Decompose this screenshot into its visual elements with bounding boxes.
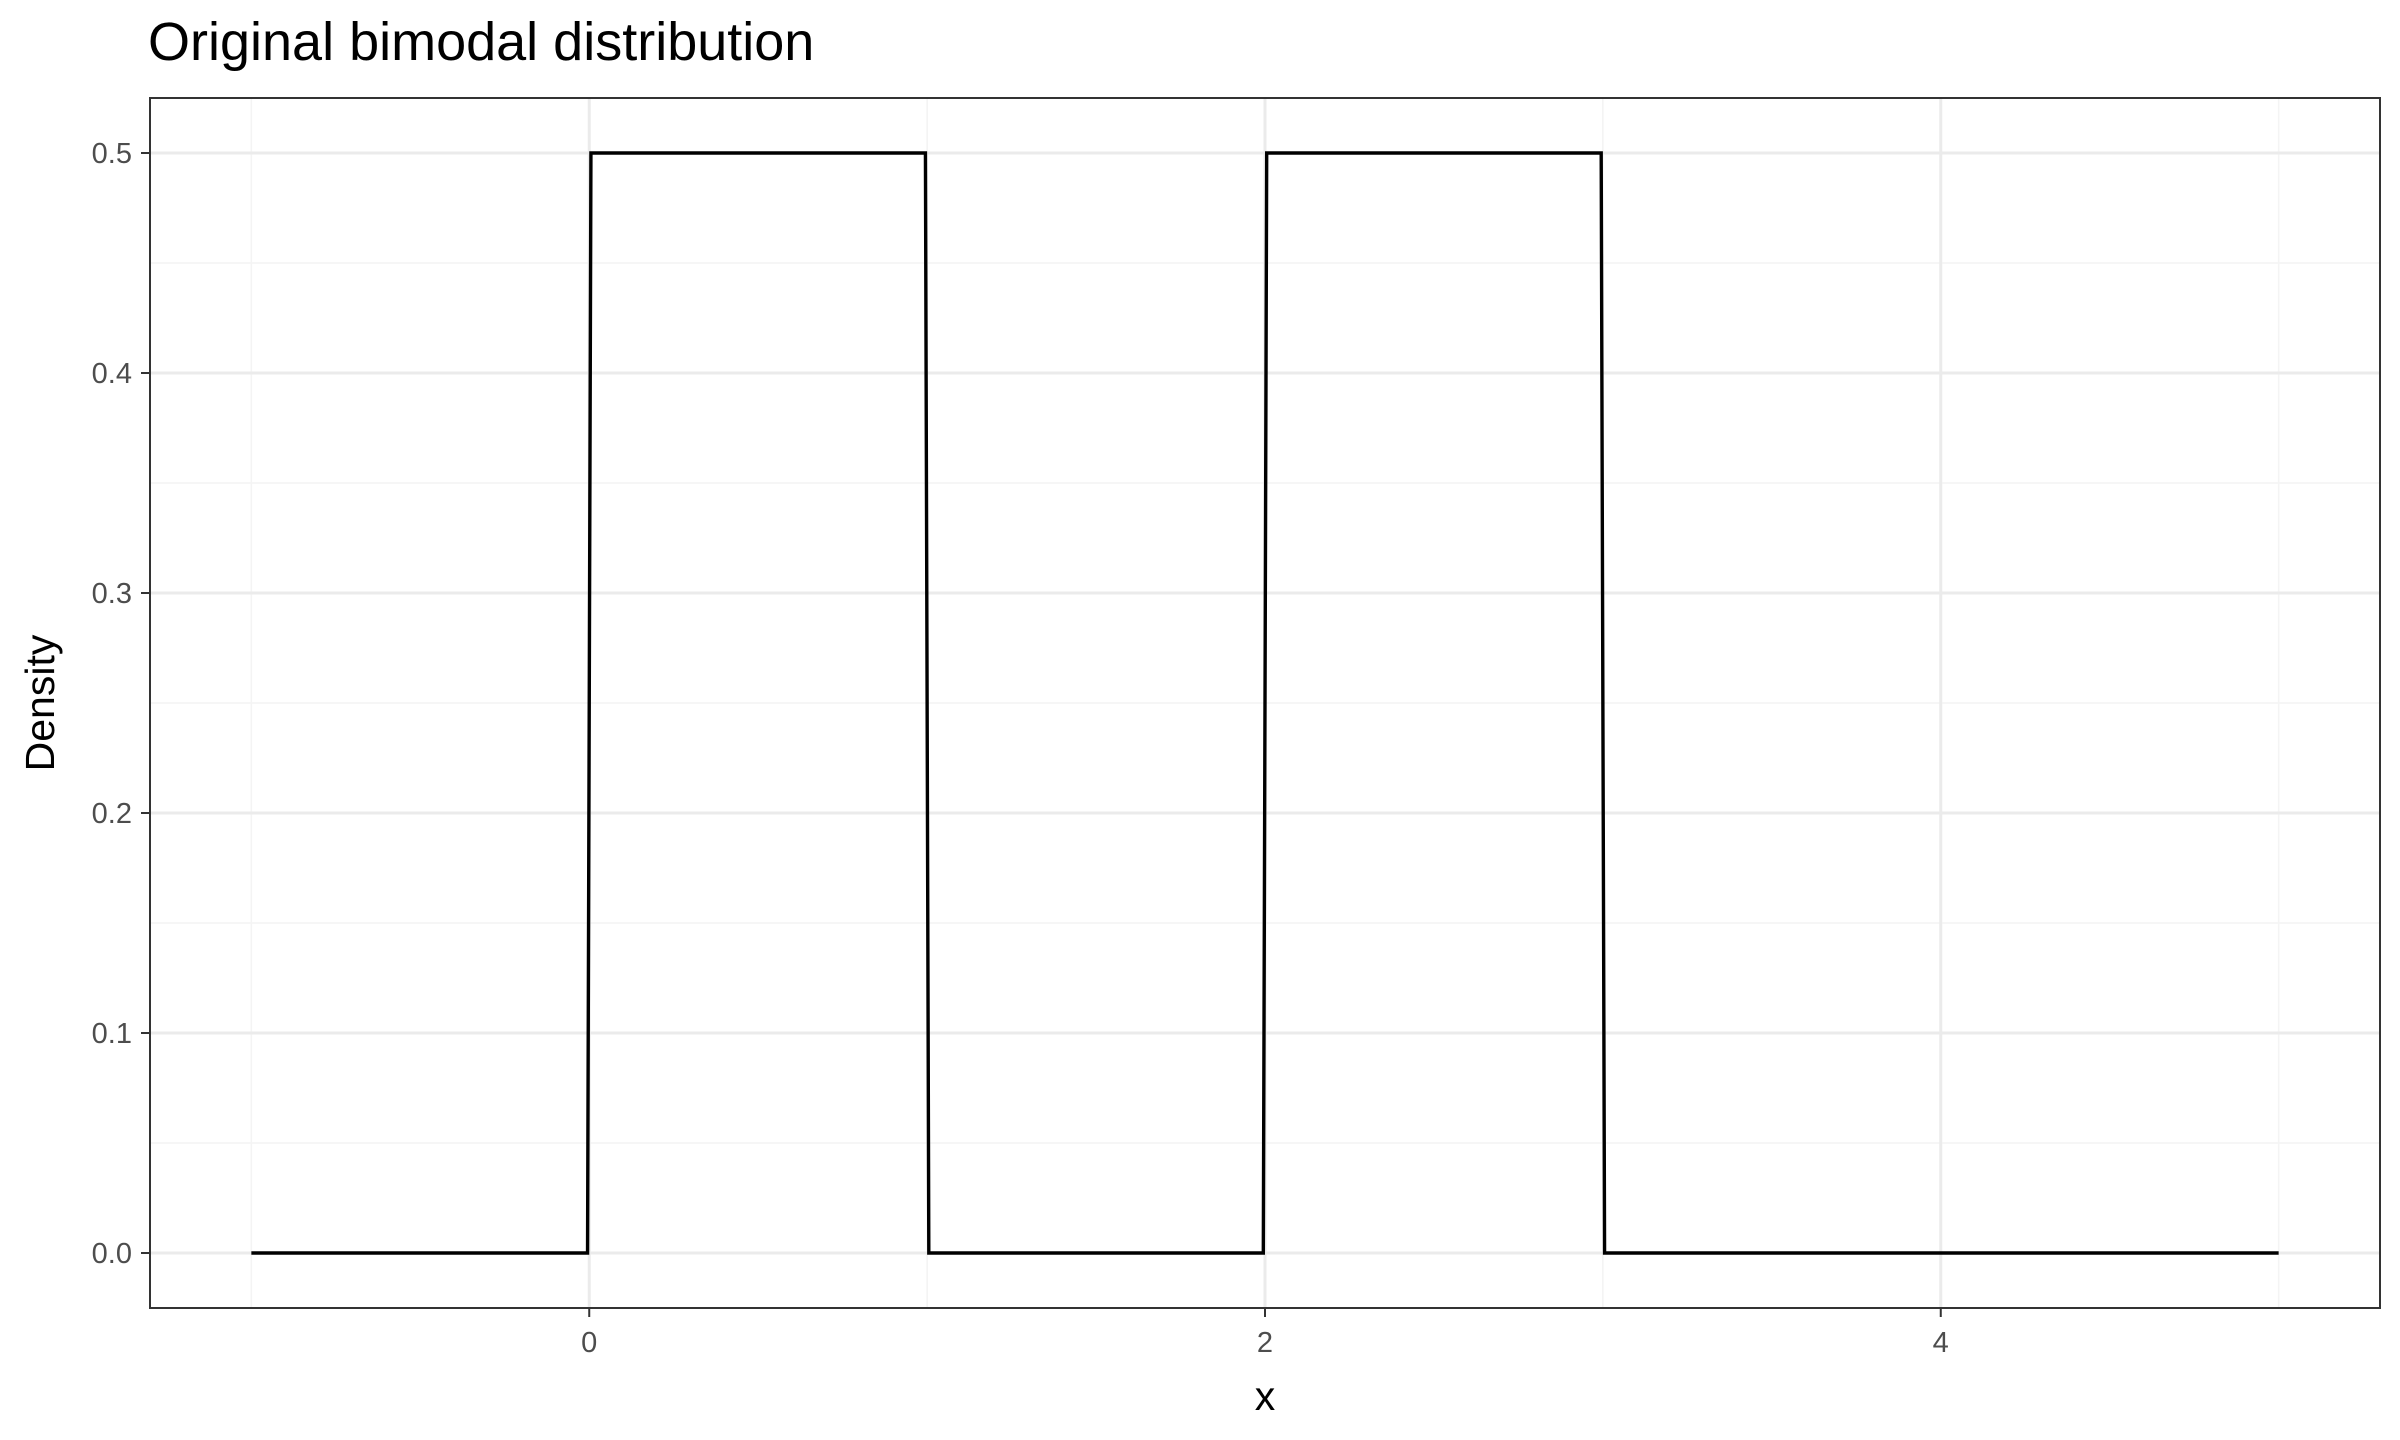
y-axis-title: Density — [17, 634, 63, 771]
density-line — [251, 151, 2279, 1255]
series-layer — [251, 151, 2279, 1255]
y-tick-label: 0.1 — [92, 1018, 132, 1050]
y-tick-label: 0.0 — [92, 1238, 132, 1270]
x-axis-title: x — [1255, 1373, 1276, 1419]
chart-title: Original bimodal distribution — [148, 12, 814, 72]
y-axis: 0.0 0.1 0.2 0.3 0.4 0.5 — [92, 138, 150, 1270]
x-axis: 0 2 4 — [581, 1308, 1949, 1359]
x-tick-label: 4 — [1933, 1327, 1949, 1359]
y-tick-label: 0.4 — [92, 358, 132, 390]
y-tick-label: 0.5 — [92, 138, 132, 170]
y-tick-label: 0.3 — [92, 578, 132, 610]
x-tick-label: 2 — [1257, 1327, 1273, 1359]
x-tick-label: 0 — [581, 1327, 597, 1359]
y-tick-label: 0.2 — [92, 798, 132, 830]
